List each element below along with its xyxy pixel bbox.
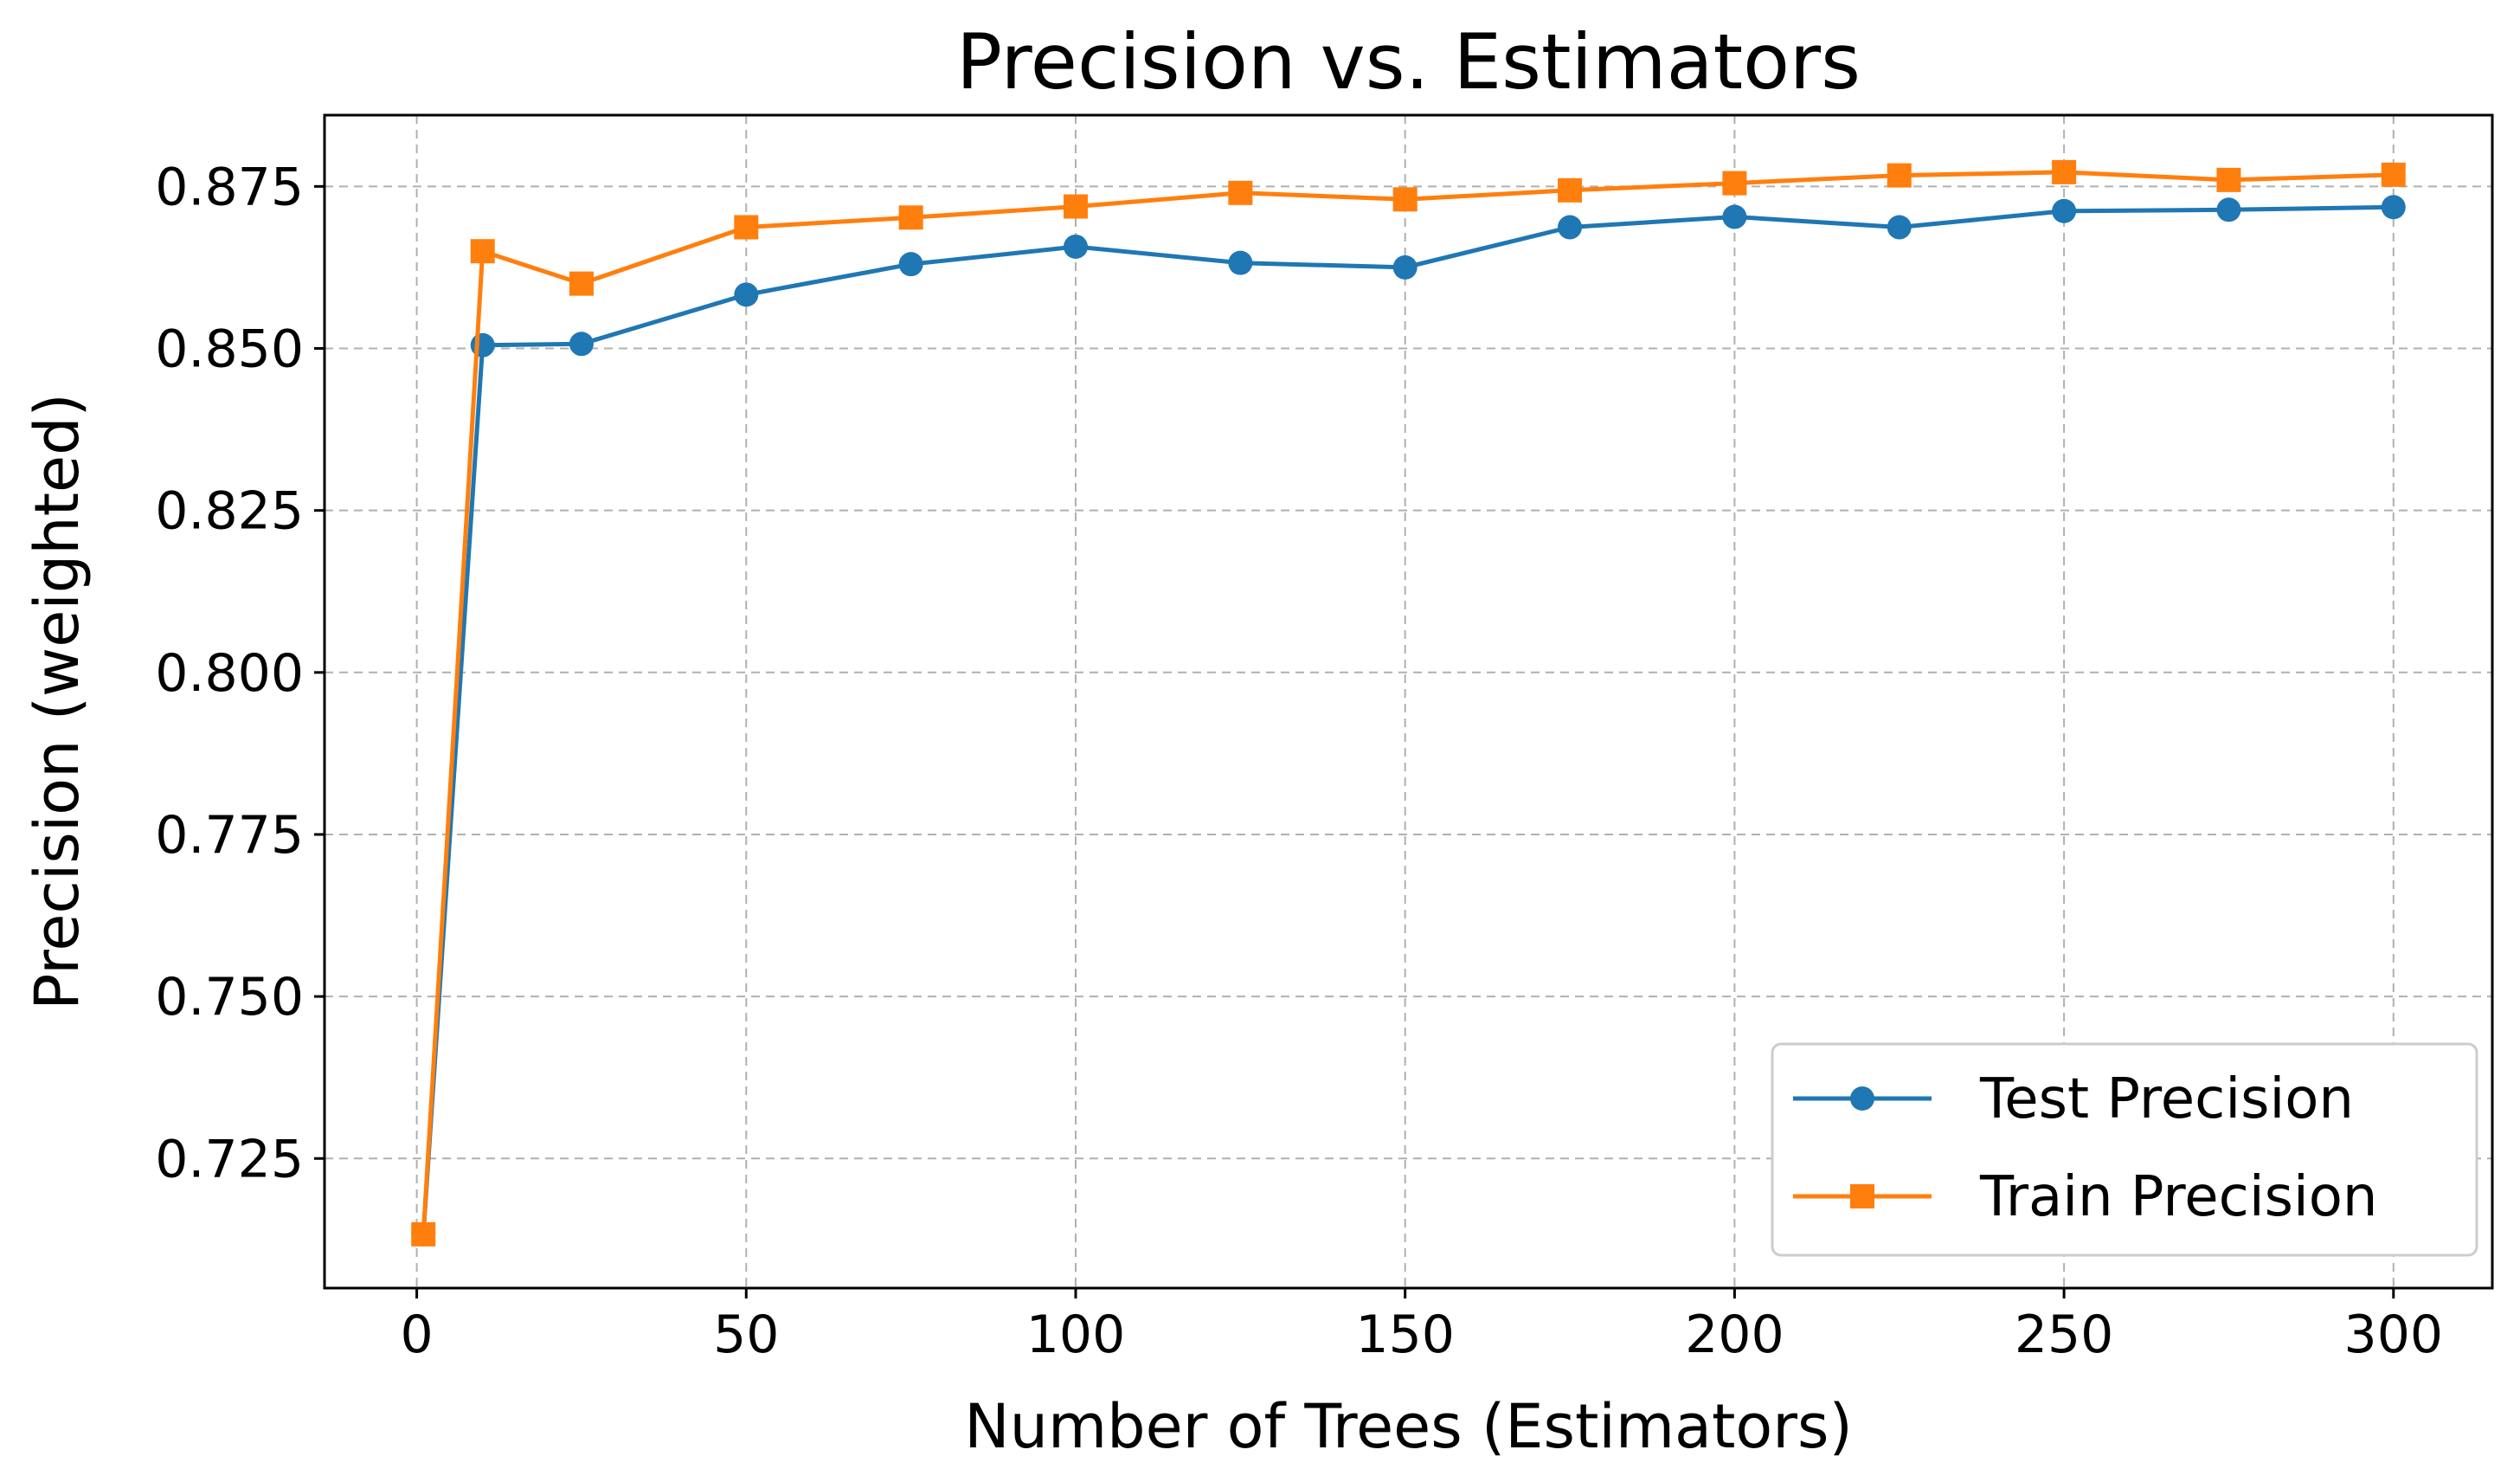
data-point <box>898 205 923 230</box>
data-point <box>1392 255 1418 280</box>
data-point <box>1887 215 1912 240</box>
data-point <box>1722 204 1747 229</box>
data-point <box>734 282 759 307</box>
data-point <box>1392 187 1418 212</box>
y-tick-label: 0.800 <box>155 643 304 704</box>
legend-box <box>1771 1042 2478 1257</box>
data-point <box>2052 159 2077 184</box>
y-tick-label: 0.825 <box>155 481 304 542</box>
data-point <box>1887 163 1912 188</box>
legend-marker <box>1850 1184 1874 1208</box>
data-point <box>470 332 495 358</box>
y-tick-label: 0.725 <box>155 1129 304 1189</box>
series-line <box>421 204 2394 1235</box>
data-point <box>470 239 495 264</box>
x-tick-label: 150 <box>1355 1305 1455 1365</box>
data-point <box>1722 171 1747 196</box>
x-tick-label: 100 <box>1026 1305 1126 1365</box>
legend-item: Test Precision <box>1793 1067 2354 1131</box>
data-point <box>1063 194 1088 219</box>
series-line <box>421 170 2394 1235</box>
data-point <box>2052 198 2077 223</box>
data-point <box>2216 197 2241 222</box>
series-test <box>411 195 2406 1247</box>
plot-frame <box>323 113 2494 1290</box>
data-point <box>1558 177 1583 203</box>
legend-label: Test Precision <box>1979 1067 2354 1131</box>
x-tick-label: 50 <box>713 1305 779 1365</box>
legend-marker <box>1850 1086 1874 1111</box>
data-point <box>569 332 594 357</box>
x-tick-label: 0 <box>401 1305 434 1365</box>
x-tick-label: 200 <box>1685 1305 1784 1365</box>
data-point <box>1063 234 1088 259</box>
legend-label: Train Precision <box>1979 1165 2377 1229</box>
data-point <box>1228 180 1253 205</box>
y-tick-label: 0.875 <box>155 157 304 217</box>
x-tick-label: 300 <box>2344 1305 2444 1365</box>
chart-title: Precision vs. Estimators <box>956 17 1861 106</box>
series-layer <box>411 159 2406 1247</box>
legend: Test Precision Train Precision <box>1771 1042 2478 1257</box>
legend-item: Train Precision <box>1793 1165 2377 1229</box>
data-point <box>2381 162 2406 187</box>
x-axis-label: Number of Trees (Estimators) <box>964 1391 1853 1462</box>
data-point <box>411 1221 436 1247</box>
data-point <box>2381 195 2406 220</box>
data-point <box>569 271 594 296</box>
data-point <box>2216 167 2241 192</box>
series-train <box>411 159 2406 1247</box>
data-point <box>1558 215 1583 240</box>
x-tick-label: 250 <box>2015 1305 2114 1365</box>
y-tick-label: 0.850 <box>155 319 304 380</box>
y-tick-label: 0.750 <box>155 967 304 1028</box>
data-point <box>898 252 923 277</box>
y-axis-label: Precision (weighted) <box>22 393 93 1010</box>
ticks: 0 50 100 150 200 250 300 0.725 0.750 0.775 0.800 0.… <box>155 157 2443 1365</box>
data-point <box>734 215 759 240</box>
data-point <box>1228 250 1253 275</box>
y-tick-label: 0.775 <box>155 805 304 866</box>
